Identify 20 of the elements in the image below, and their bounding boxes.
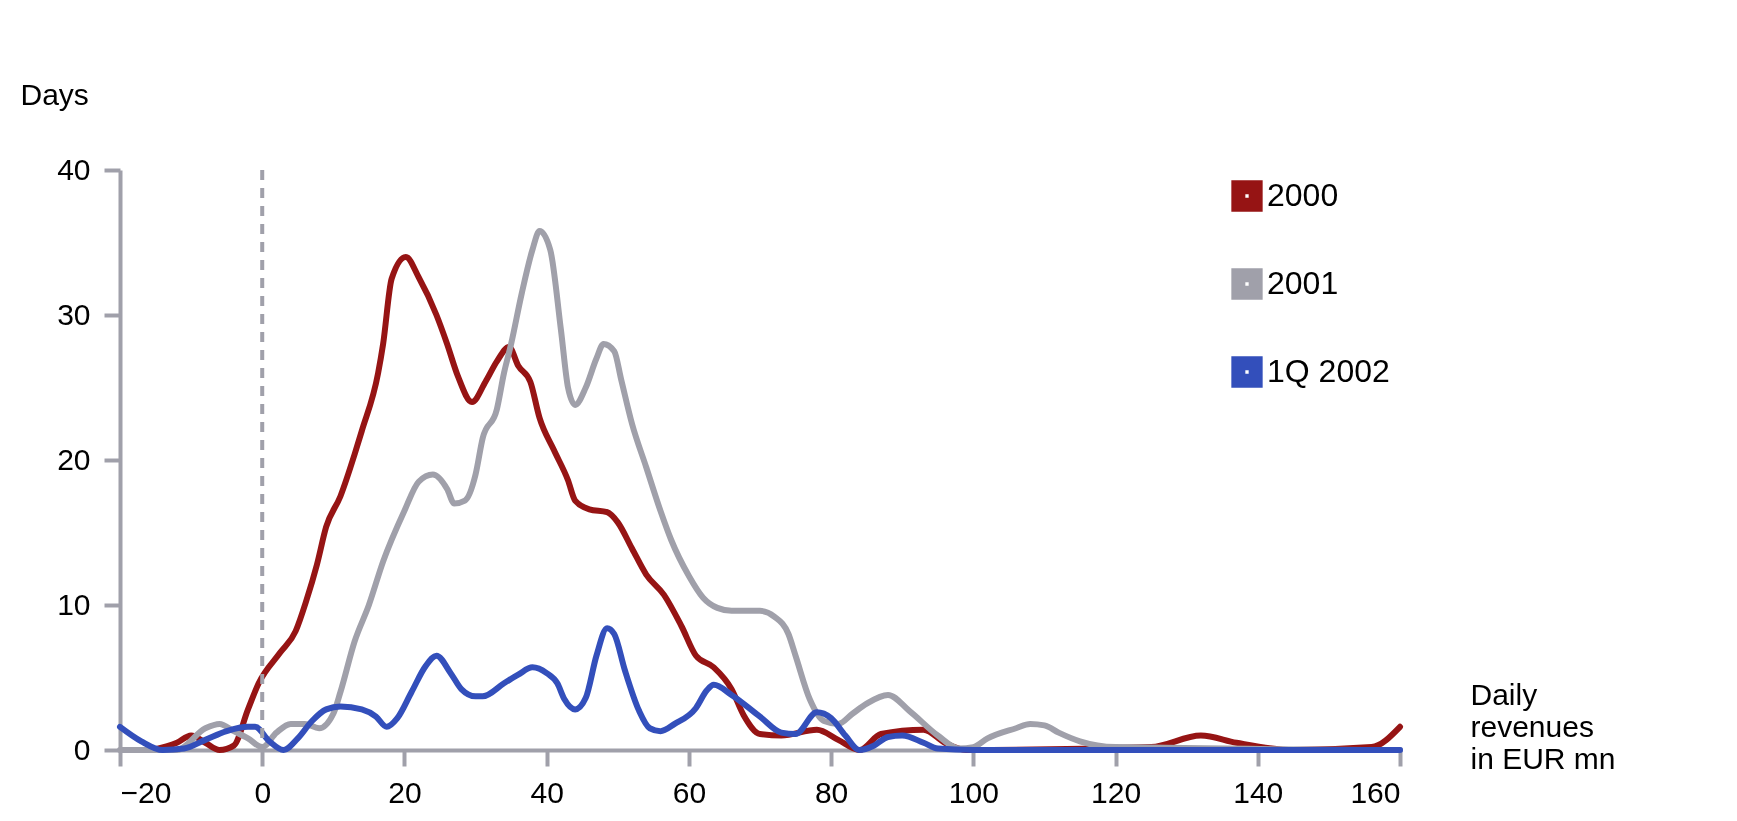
x-tick-label: 40 bbox=[530, 775, 564, 809]
y-tick-label: 0 bbox=[73, 732, 91, 766]
x-tick-label: 120 bbox=[1091, 775, 1142, 809]
y-tick-label: 40 bbox=[57, 152, 91, 186]
y-tick-label: 20 bbox=[57, 442, 91, 476]
x-tick-label: 160 bbox=[1350, 775, 1401, 809]
x-tick-label: 100 bbox=[948, 775, 999, 809]
x-tick-label: 60 bbox=[672, 775, 707, 809]
legend-label: 2001 bbox=[1267, 265, 1339, 301]
y-axis-title: Days bbox=[20, 77, 89, 111]
x-tick-label: 140 bbox=[1233, 775, 1284, 809]
legend-label: 2000 bbox=[1267, 177, 1339, 213]
x-tick-label: 20 bbox=[388, 775, 422, 809]
x-axis-title: Daily revenues in EUR mn bbox=[1470, 677, 1616, 775]
x-tick-label: 80 bbox=[814, 775, 849, 809]
x-tick-label: −20 bbox=[120, 775, 172, 809]
y-tick-label: 10 bbox=[57, 587, 91, 621]
legend-label: 1Q 2002 bbox=[1267, 353, 1390, 389]
y-tick-label: 30 bbox=[57, 297, 91, 331]
x-tick-label: 0 bbox=[254, 775, 272, 809]
